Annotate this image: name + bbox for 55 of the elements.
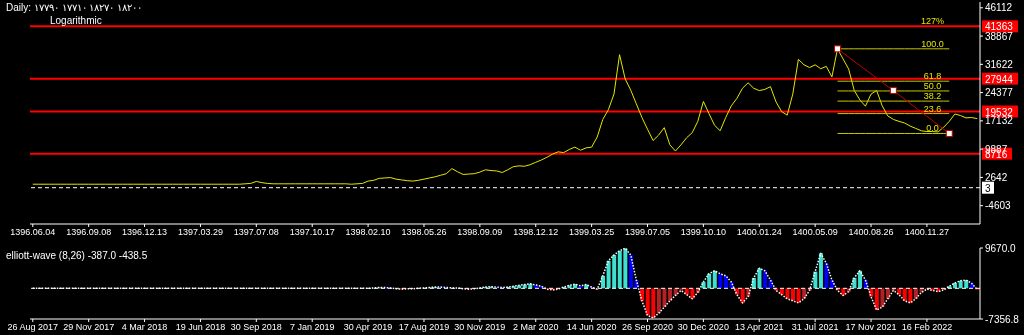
x-tick-label: 1400.08.26 — [848, 227, 894, 238]
x-tick-label: 26 Sep 2020 — [621, 322, 674, 333]
y-tick-label: 31622 — [985, 58, 1014, 70]
x-tick-label: 30 Nov 2019 — [454, 322, 506, 333]
chart-title: Daily: ۱۷۷۹۰ ۱۷۷۱۰ ۱۸۲۷۰ ۱۸۲۰۰ — [6, 2, 143, 13]
x-tick-label: 7 Jan 2019 — [289, 322, 335, 333]
x-tick-label: 1397.07.08 — [233, 227, 279, 238]
y-tick-label: 24377 — [985, 87, 1014, 99]
x-tick-label: 1399.10.10 — [680, 227, 726, 238]
x-tick-label: 26 Aug 2017 — [7, 322, 59, 333]
y-tick-label: 38867 — [985, 30, 1014, 42]
annotation: 50.0 — [923, 80, 942, 91]
x-tick-label: 1398.12.12 — [513, 227, 559, 238]
x-tick-label: 31 Jul 2021 — [791, 322, 839, 333]
x-tick-label: 1397.03.29 — [177, 227, 223, 238]
y-tick-label: -4603 — [985, 200, 1012, 212]
x-tick-label: 17 Nov 2021 — [845, 322, 897, 333]
x-tick-label: 29 Nov 2017 — [63, 322, 115, 333]
x-tick-label: 19 Jun 2018 — [175, 322, 226, 333]
x-tick-label: 17 Aug 2019 — [398, 322, 450, 333]
x-tick-label: 30 Apr 2019 — [343, 322, 393, 333]
y-tick-label: -7356.8 — [985, 313, 1020, 325]
x-tick-label: 1398.05.26 — [401, 227, 447, 238]
ref-line-label: 41363 — [985, 21, 1014, 33]
y-tick-label: 2642 — [985, 171, 1008, 183]
x-tick-label: 1400.01.24 — [736, 227, 782, 238]
x-tick-label: 1399.07.05 — [624, 227, 671, 238]
x-tick-label: 1396.06.04 — [10, 227, 56, 238]
y-tick-label: 9670.0 — [985, 242, 1017, 254]
x-tick-label: 16 Feb 2022 — [901, 322, 953, 333]
y-tick-label: 17132 — [985, 115, 1014, 127]
x-tick-label: 30 Sep 2018 — [230, 322, 282, 333]
ref-line-label: 27944 — [985, 73, 1014, 85]
annotation: 127% — [920, 15, 945, 26]
x-tick-label: 1396.12.13 — [122, 227, 168, 238]
x-tick-label: 14 Jun 2020 — [566, 322, 617, 333]
ref-line-label: 3 — [985, 182, 991, 194]
x-tick-label: 4 Mar 2018 — [121, 322, 168, 333]
x-tick-label: 30 Dec 2020 — [677, 322, 729, 333]
annotation: 0.0 — [926, 123, 939, 134]
x-tick-label: 13 Apr 2021 — [734, 322, 784, 333]
x-tick-label: 1400.11.27 — [904, 227, 950, 238]
y-tick-label: 46112 — [985, 2, 1013, 14]
annotation: 100.0 — [921, 38, 944, 49]
ref-line-label: 19532 — [985, 106, 1014, 118]
annotation: 38.2 — [923, 91, 942, 102]
chart-title: elliott-wave (8,26) -387.0 -438.5 — [6, 250, 148, 261]
x-tick-label: 1397.10.17 — [289, 227, 335, 238]
x-tick-label: 2 Mar 2020 — [512, 322, 559, 333]
x-tick-label: 1398.02.10 — [345, 227, 391, 238]
x-tick-label: 1398.09.09 — [457, 227, 503, 238]
x-tick-label: 1400.05.09 — [792, 227, 838, 238]
x-tick-label: 1396.09.08 — [66, 227, 112, 238]
text: Logarithmic — [50, 15, 102, 26]
x-tick-label: 1399.03.25 — [569, 227, 615, 238]
